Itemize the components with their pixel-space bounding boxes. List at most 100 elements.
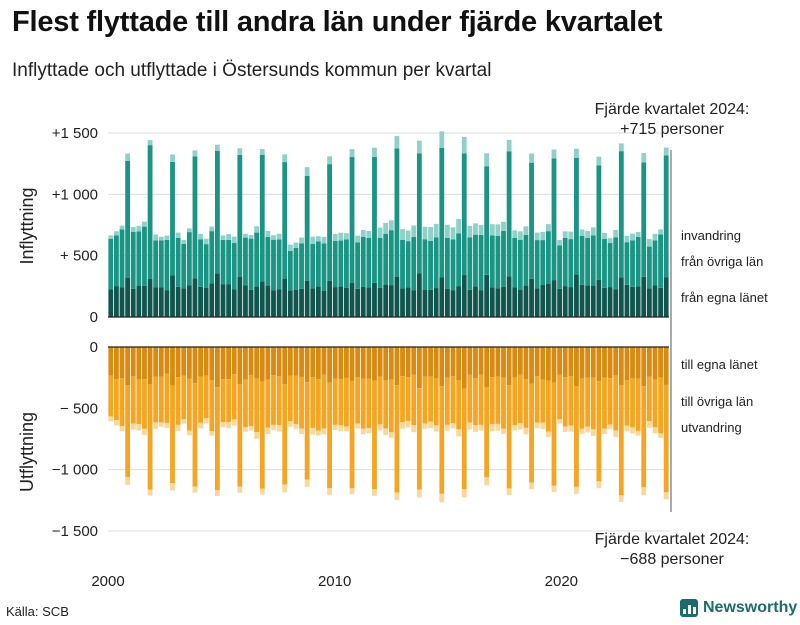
outflow-bar-segment bbox=[355, 347, 361, 378]
outflow-bar-segment bbox=[388, 432, 394, 438]
outflow-bar-segment bbox=[366, 347, 372, 379]
inflow-bar-segment bbox=[108, 235, 114, 239]
outflow-bar-segment bbox=[327, 347, 332, 383]
inflow-bar-segment bbox=[198, 233, 203, 240]
chart-title: Flest flyttade till andra län under fjär… bbox=[12, 6, 663, 38]
outflow-bar-segment bbox=[585, 426, 591, 433]
outflow-bar-segment bbox=[271, 347, 276, 376]
inflow-bar-segment bbox=[663, 277, 669, 317]
inflow-bar-segment bbox=[248, 289, 254, 317]
outflow-bar-segment bbox=[220, 422, 226, 427]
outflow-bar-segment bbox=[590, 347, 596, 378]
inflow-bar-segment bbox=[237, 148, 243, 155]
outflow-bar-segment bbox=[315, 430, 321, 436]
outflow-bar-segment bbox=[108, 347, 114, 376]
inflow-bar-segment bbox=[646, 238, 652, 247]
inflow-bar-segment bbox=[529, 162, 534, 279]
inflow-bar-segment bbox=[209, 226, 215, 232]
outflow-bars bbox=[108, 347, 669, 503]
inflow-bar-segment bbox=[433, 223, 439, 238]
outflow-bar-segment bbox=[170, 385, 175, 484]
inflow-bar-segment bbox=[439, 277, 445, 317]
inflow-bar-segment bbox=[214, 144, 220, 151]
outflow-bar-segment bbox=[624, 425, 630, 432]
inflow-bar-segment bbox=[231, 243, 237, 290]
inflow-bar-segment bbox=[658, 229, 663, 235]
inflow-bar-segment bbox=[214, 273, 220, 317]
outflow-bar-segment bbox=[349, 380, 355, 489]
inflow-bar-segment bbox=[299, 288, 304, 317]
outflow-bar-segment bbox=[400, 422, 405, 429]
inflow-bar-segment bbox=[618, 151, 624, 278]
inflow-bar-segment bbox=[170, 161, 175, 276]
inflow-bar-segment bbox=[428, 289, 433, 317]
outflow-bar-segment bbox=[114, 379, 119, 421]
outflow-bar-segment bbox=[327, 488, 332, 495]
inflow-bar-segment bbox=[372, 147, 377, 157]
inflow-bar-segment bbox=[394, 276, 400, 317]
outflow-bar-segment bbox=[422, 423, 428, 429]
inflow-bar-segment bbox=[153, 287, 159, 317]
outflow-bar-segment bbox=[254, 432, 260, 439]
outflow-bar-segment bbox=[551, 382, 557, 486]
inflow-bar-segment bbox=[411, 225, 417, 238]
inflow-bar-segment bbox=[512, 287, 518, 317]
inflow-bar-segment bbox=[349, 157, 355, 283]
outflow-bar-segment bbox=[602, 428, 607, 435]
outflow-bar-segment bbox=[338, 347, 344, 380]
outflow-bar-segment bbox=[635, 430, 641, 436]
inflow-bar-segment bbox=[153, 240, 159, 288]
outflow-bar-segment bbox=[130, 423, 136, 430]
outflow-bar-segment bbox=[186, 347, 192, 379]
outflow-bar-segment bbox=[125, 477, 131, 485]
outflow-bar-segment bbox=[332, 347, 338, 379]
outflow-bar-segment bbox=[181, 419, 187, 424]
series-label-inflow: från egna länet bbox=[681, 290, 768, 305]
outflow-bar-segment bbox=[259, 381, 265, 489]
inflow-bar-segment bbox=[489, 287, 495, 317]
outflow-bar-segment bbox=[624, 347, 630, 381]
outflow-bar-segment bbox=[170, 483, 175, 491]
inflow-bar-segment bbox=[327, 164, 332, 281]
inflow-bar-segment bbox=[630, 233, 635, 241]
inflow-bar-segment bbox=[130, 227, 136, 232]
outflow-bar-segment bbox=[416, 388, 422, 490]
outflow-bar-segment bbox=[125, 347, 131, 386]
outflow-bar-segment bbox=[226, 347, 232, 380]
inflow-bar-segment bbox=[613, 237, 619, 290]
inflow-bar-segment bbox=[293, 242, 299, 248]
outflow-bar-segment bbox=[265, 347, 271, 380]
outflow-bar-segment bbox=[590, 377, 596, 430]
inflow-bar-segment bbox=[220, 284, 226, 317]
brand[interactable]: Newsworthy bbox=[680, 599, 797, 617]
inflow-bar-segment bbox=[495, 224, 501, 236]
inflow-bar-segment bbox=[574, 157, 579, 275]
inflow-bar-segment bbox=[394, 136, 400, 149]
inflow-bar-segment bbox=[136, 225, 142, 232]
inflow-bar-segment bbox=[551, 280, 557, 317]
outflow-bar-segment bbox=[579, 428, 585, 434]
inflow-bar-segment bbox=[540, 284, 546, 317]
outflow-bar-segment bbox=[450, 376, 456, 424]
outflow-bar-segment bbox=[394, 385, 400, 493]
outflow-bar-segment bbox=[248, 375, 254, 426]
outflow-bar-segment bbox=[635, 347, 641, 379]
outflow-bar-segment bbox=[433, 378, 439, 426]
inflow-bar-segment bbox=[119, 229, 125, 288]
outflow-bar-segment bbox=[467, 347, 473, 375]
outflow-bar-segment bbox=[416, 347, 422, 389]
inflow-bar-segment bbox=[186, 285, 192, 317]
inflow-bar-segment bbox=[192, 156, 198, 279]
outflow-bar-segment bbox=[658, 433, 663, 438]
outflow-bar-segment bbox=[130, 347, 136, 377]
inflow-bar-segment bbox=[332, 287, 338, 317]
outflow-bar-segment bbox=[495, 423, 501, 431]
outflow-bar-segment bbox=[259, 488, 265, 495]
inflow-bar-segment bbox=[534, 240, 540, 289]
outflow-bar-segment bbox=[181, 375, 187, 420]
outflow-bar-segment bbox=[523, 427, 529, 435]
outflow-bar-segment bbox=[175, 377, 181, 425]
outflow-bar-segment bbox=[568, 347, 574, 377]
outflow-bar-segment bbox=[484, 387, 490, 478]
